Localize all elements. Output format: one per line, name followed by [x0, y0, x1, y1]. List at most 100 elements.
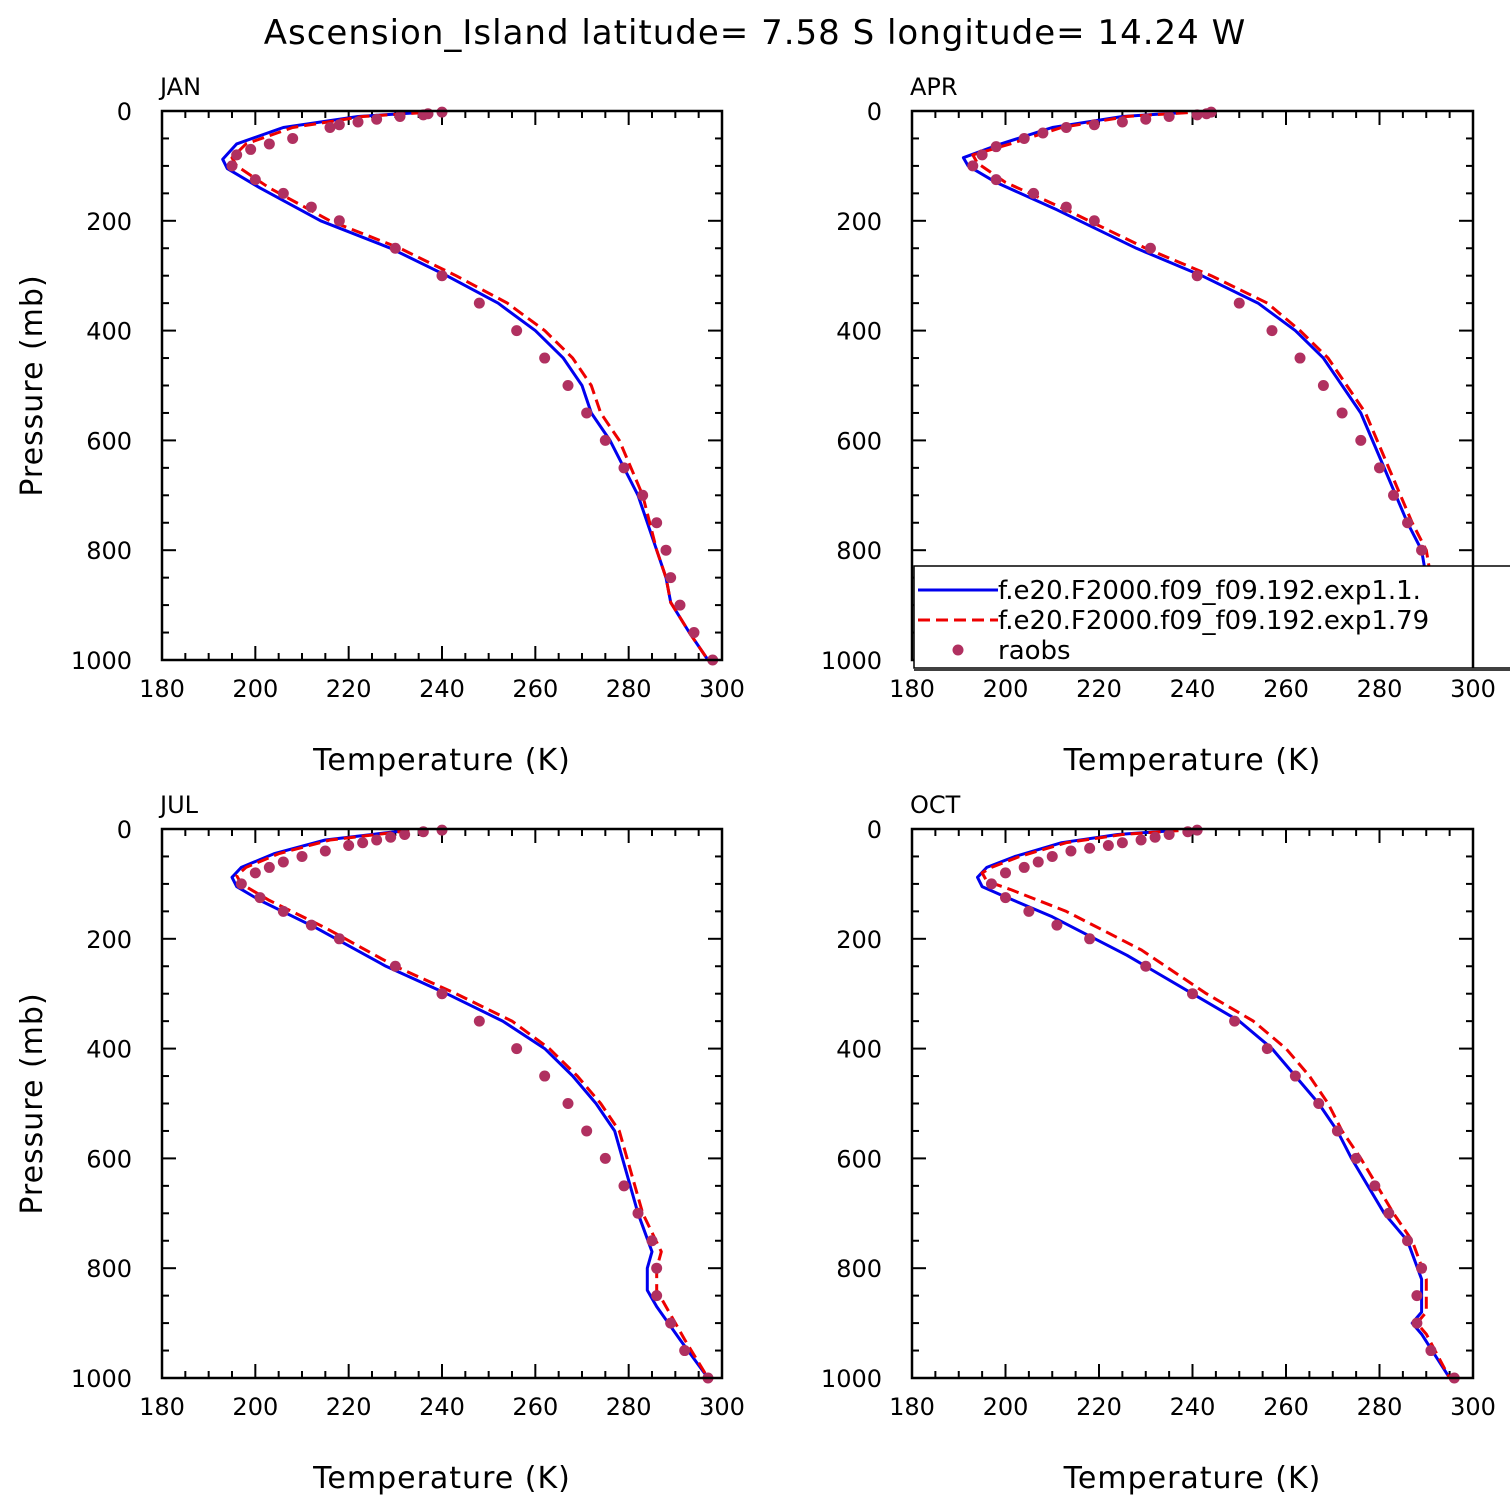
raobs-point	[1032, 856, 1044, 868]
y-tick-label: 200	[86, 926, 132, 954]
raobs-point	[1149, 831, 1161, 843]
raobs-point	[254, 892, 266, 904]
x-tick-label: 200	[983, 675, 1029, 703]
raobs-point	[1088, 215, 1100, 227]
plot-frame	[910, 827, 1475, 1380]
series-line-exp1-1	[230, 829, 710, 1379]
raobs-point	[1084, 842, 1096, 854]
y-tick-label: 400	[836, 318, 882, 346]
legend: f.e20.F2000.f09_f09.192.exp1.1.f.e20.F20…	[913, 565, 1510, 671]
y-tick-label: 600	[836, 1145, 882, 1173]
raobs-point	[539, 1070, 551, 1082]
legend-entry-exp1-1: f.e20.F2000.f09_f09.192.exp1.1.	[998, 576, 1421, 606]
raobs-point	[674, 599, 686, 611]
y-tick-label: 200	[836, 926, 882, 954]
x-tick-label: 240	[1170, 675, 1216, 703]
y-tick-label: 1000	[821, 647, 882, 675]
x-tick-label: 240	[1170, 1393, 1216, 1421]
raobs-point	[1135, 834, 1147, 846]
raobs-point	[357, 837, 369, 849]
x-axis-title: Temperature (K)	[312, 1461, 571, 1496]
raobs-point	[1294, 352, 1306, 364]
raobs-point	[1140, 113, 1152, 125]
y-tick-label: 0	[117, 816, 132, 844]
raobs-point	[1383, 1207, 1395, 1219]
raobs-point	[226, 160, 238, 172]
raobs-point	[1000, 867, 1011, 879]
raobs-point	[1018, 132, 1030, 144]
x-tick-label: 300	[699, 675, 745, 703]
raobs-point	[277, 856, 289, 868]
raobs-point	[1411, 1317, 1423, 1329]
panel-apr: APR 180 200 220 240 260 280 300 0 200 400 600 800 100…	[821, 73, 1496, 778]
raobs-point	[371, 834, 383, 846]
raobs-point	[651, 1262, 663, 1274]
raobs-point	[296, 850, 308, 862]
raobs-point	[1163, 828, 1175, 840]
raobs-point	[1416, 544, 1428, 556]
raobs-point	[1102, 839, 1114, 851]
raobs-point	[618, 462, 630, 474]
y-tick-label: 800	[836, 537, 882, 565]
raobs-point	[1289, 1070, 1301, 1082]
raobs-point	[1425, 1345, 1437, 1357]
raobs-point	[1163, 110, 1175, 122]
raobs-point	[646, 1235, 658, 1247]
y-tick-label: 0	[867, 98, 882, 126]
panel-label: JAN	[158, 73, 201, 101]
raobs-point	[333, 119, 345, 131]
raobs-point	[581, 407, 593, 419]
raobs-point	[679, 1345, 691, 1357]
raobs-point	[665, 572, 677, 584]
x-tick-label: 300	[1450, 1393, 1496, 1421]
y-tick-label: 600	[86, 1145, 132, 1173]
x-tick-label: 220	[326, 675, 372, 703]
raobs-point	[637, 489, 649, 501]
raobs-point	[1065, 845, 1077, 857]
x-axis-title: Temperature (K)	[312, 743, 571, 778]
y-tick-label: 200	[86, 208, 132, 236]
raobs-point	[1233, 297, 1245, 309]
raobs-point	[1261, 1043, 1273, 1055]
raobs-point	[263, 861, 275, 873]
raobs-point	[1355, 434, 1367, 446]
raobs-point	[990, 174, 1002, 186]
x-tick-label: 300	[1450, 675, 1496, 703]
raobs-point	[665, 1317, 677, 1329]
raobs-point	[389, 242, 401, 254]
x-tick-label: 240	[419, 1393, 465, 1421]
x-tick-label: 180	[889, 675, 935, 703]
x-tick-label: 260	[1263, 1393, 1309, 1421]
raobs-point	[394, 110, 406, 122]
panel-label: OCT	[910, 791, 961, 819]
y-tick-label: 800	[836, 1255, 882, 1283]
raobs-point	[599, 1152, 611, 1164]
raobs-point	[581, 1125, 593, 1137]
raobs-point	[389, 960, 401, 972]
raobs-point	[1317, 380, 1329, 391]
y-axis-title: Pressure (mb)	[15, 992, 50, 1214]
raobs-point	[231, 149, 243, 161]
panel-label: JUL	[158, 791, 199, 819]
raobs-point	[1191, 270, 1203, 282]
raobs-point	[688, 627, 700, 639]
figure-title: Ascension_Island latitude= 7.58 S longit…	[264, 13, 1247, 53]
raobs-point	[249, 867, 261, 879]
raobs-point	[305, 919, 317, 931]
raobs-point	[287, 132, 299, 144]
raobs-point	[1336, 407, 1348, 419]
x-tick-label: 200	[232, 675, 278, 703]
raobs-point	[1350, 1152, 1362, 1164]
raobs-point	[1060, 121, 1072, 133]
y-tick-label: 600	[836, 427, 882, 455]
x-tick-label: 180	[139, 675, 185, 703]
panel-jan: JAN 180 200 220 240 260 280 300 0 200 400 600 800 100…	[15, 73, 745, 778]
x-tick-label: 280	[1357, 675, 1403, 703]
raobs-point	[1313, 1098, 1325, 1109]
raobs-point	[1229, 1015, 1241, 1027]
raobs-point	[305, 201, 317, 213]
raobs-point	[473, 1015, 485, 1027]
x-tick-label: 260	[512, 1393, 558, 1421]
y-tick-label: 600	[86, 427, 132, 455]
raobs-point	[562, 380, 574, 391]
